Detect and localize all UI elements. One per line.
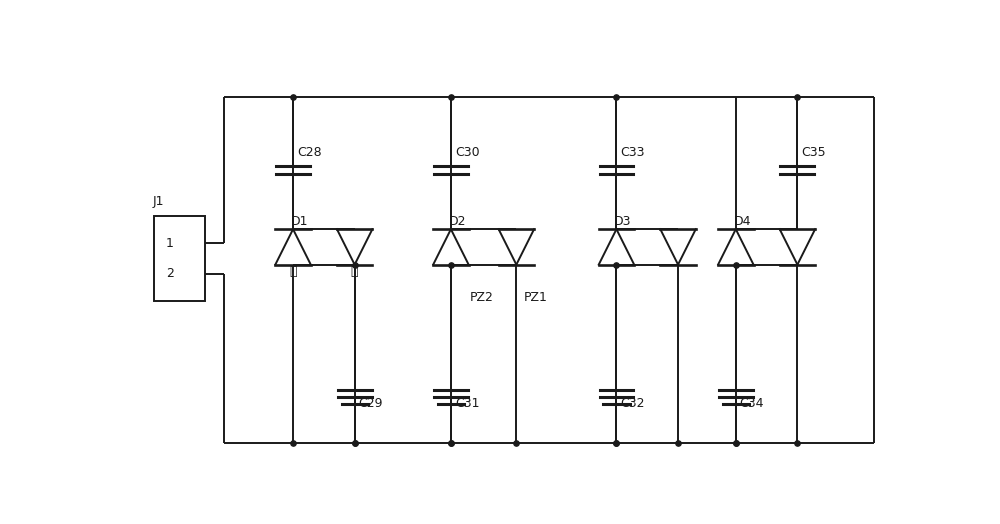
Text: C35: C35	[801, 146, 826, 159]
Text: D3: D3	[614, 215, 632, 227]
Text: D1: D1	[291, 215, 308, 227]
Text: C29: C29	[358, 397, 383, 410]
Text: J1: J1	[152, 195, 164, 209]
Text: 1: 1	[166, 236, 174, 249]
Text: 2: 2	[166, 267, 174, 280]
Text: C32: C32	[620, 397, 645, 410]
Text: C34: C34	[740, 397, 764, 410]
Text: C31: C31	[455, 397, 479, 410]
Bar	[154, 216, 205, 301]
Text: 正: 正	[351, 265, 358, 278]
Text: C30: C30	[455, 146, 479, 159]
Text: PZ1: PZ1	[524, 291, 548, 304]
Text: C33: C33	[620, 146, 645, 159]
Text: D2: D2	[449, 215, 466, 227]
Text: PZ2: PZ2	[470, 291, 494, 304]
Text: C28: C28	[297, 146, 322, 159]
Text: D4: D4	[733, 215, 751, 227]
Text: 反: 反	[289, 265, 297, 278]
